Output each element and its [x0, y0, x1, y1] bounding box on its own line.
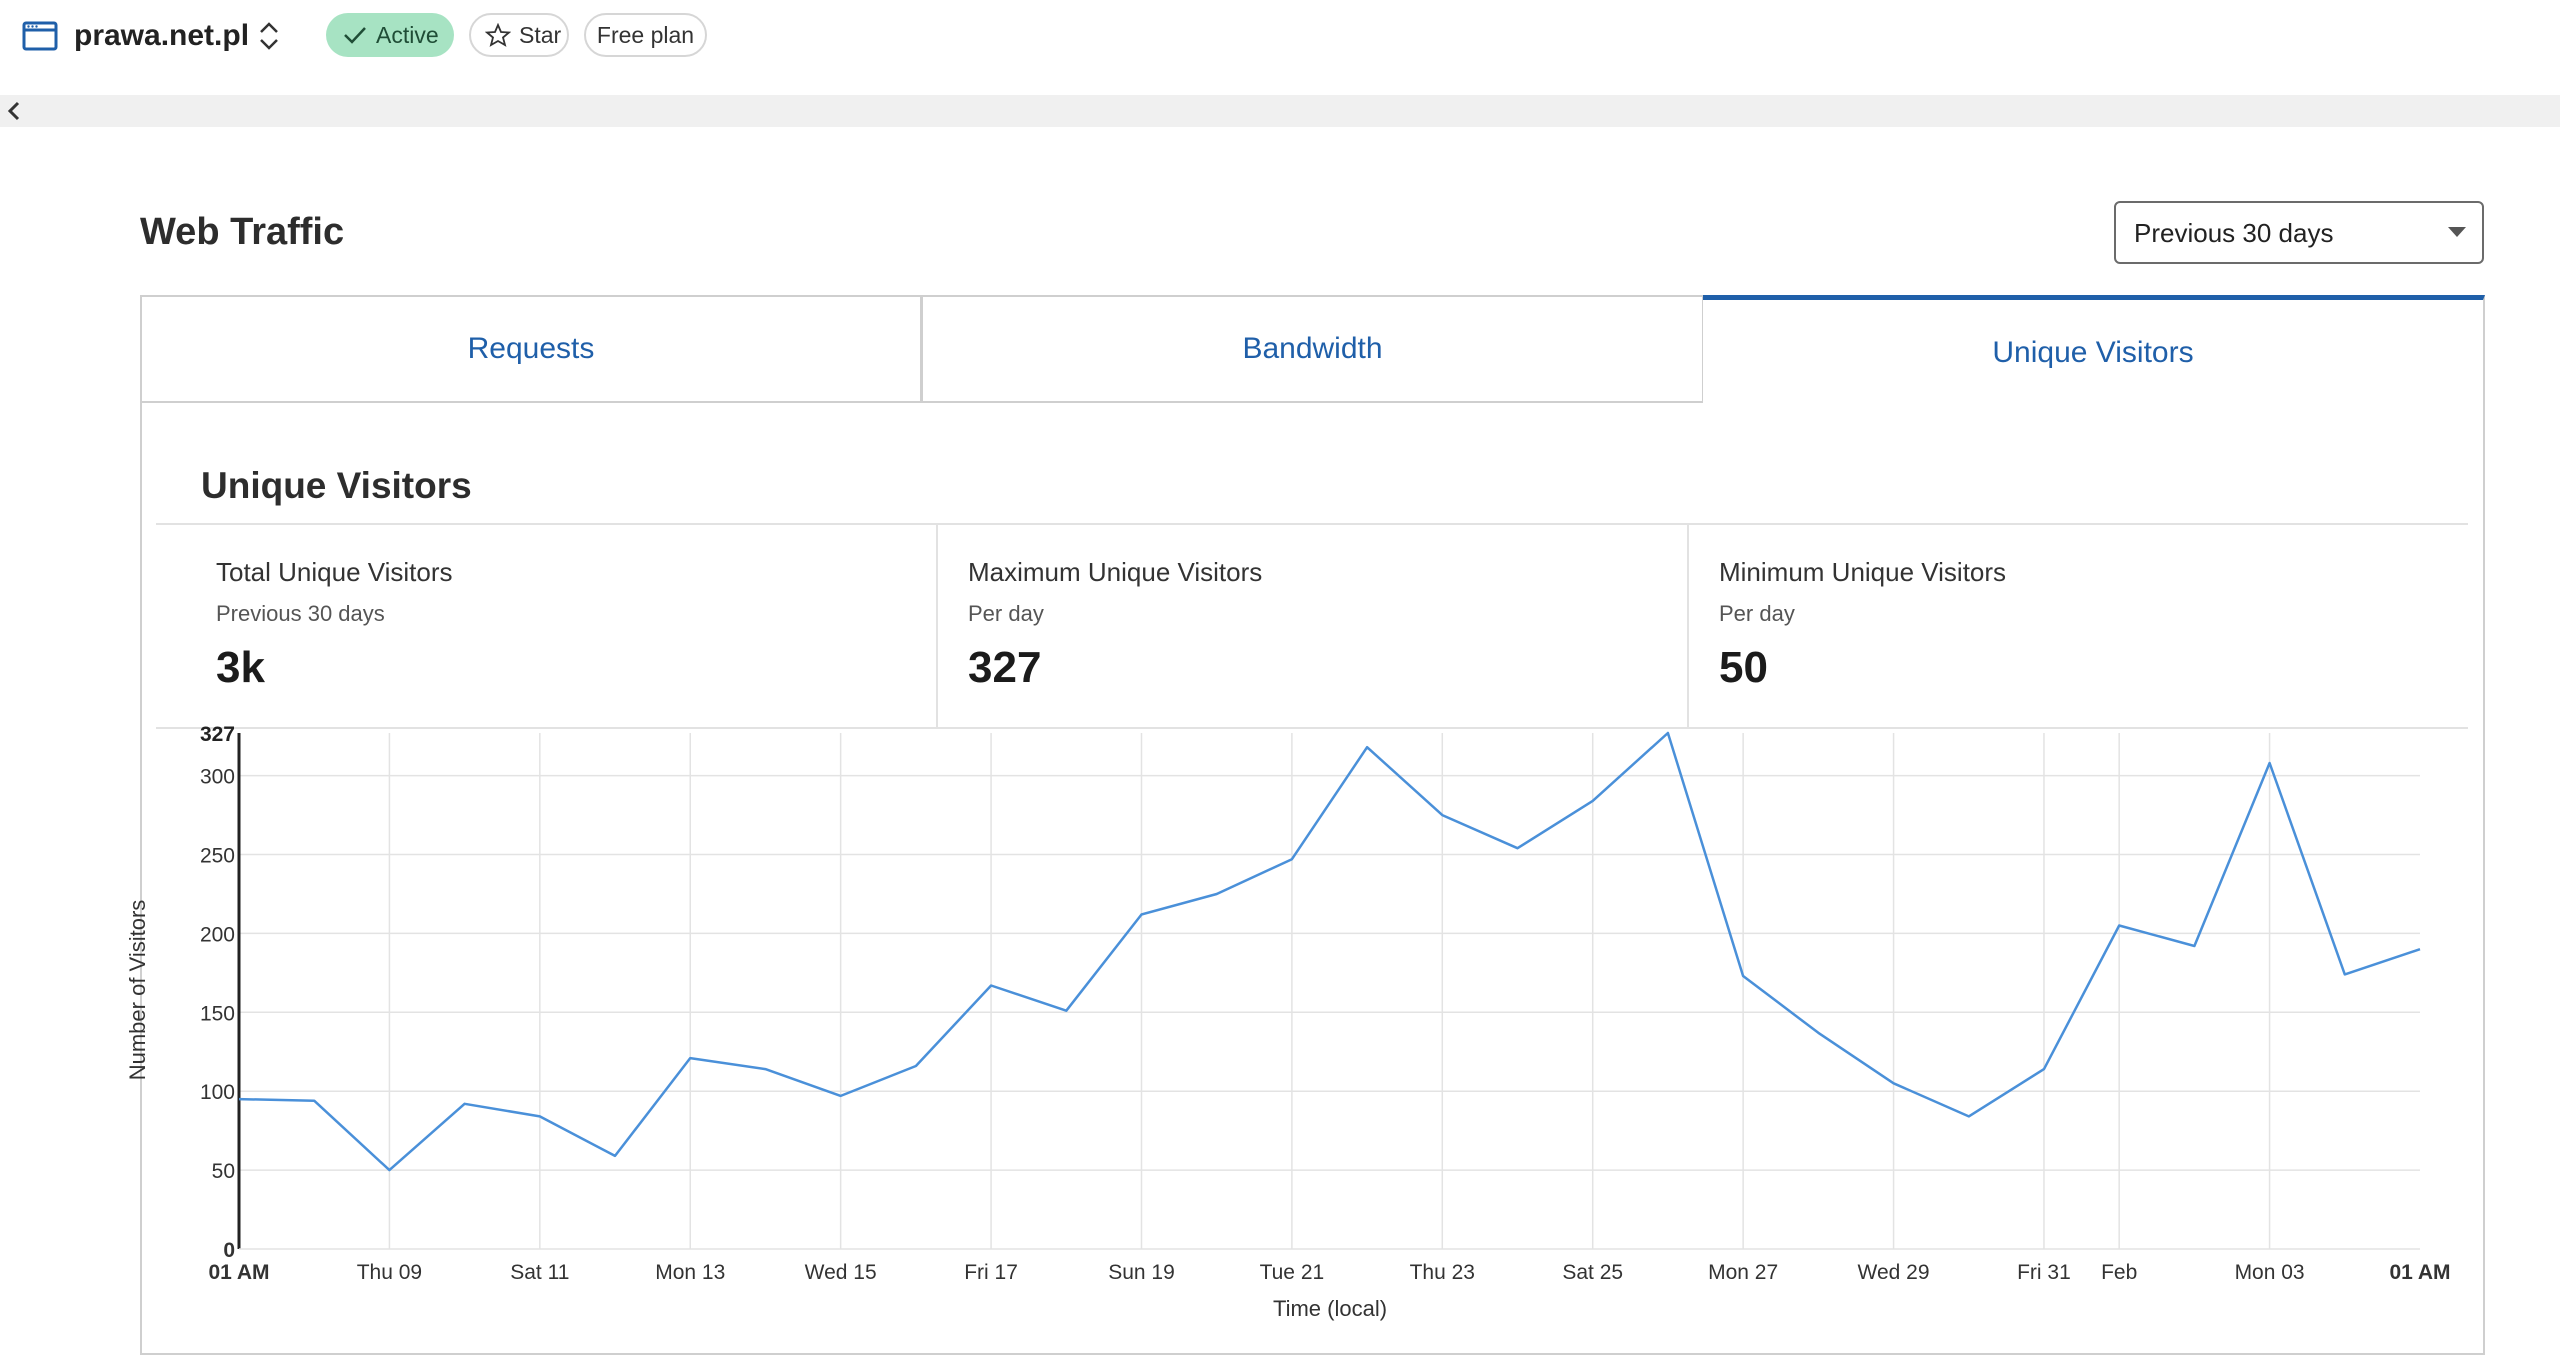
top-bar: prawa.net.pl Active Star Free plan — [0, 0, 2560, 74]
x-tick-label: Sat 25 — [1562, 1261, 1623, 1284]
chevron-up-down-icon[interactable] — [254, 18, 284, 54]
star-outline-icon — [485, 23, 511, 47]
divider — [156, 523, 2468, 525]
x-tick-label: Mon 03 — [2235, 1261, 2305, 1284]
time-range-value: Previous 30 days — [2134, 218, 2334, 248]
series-line — [238, 731, 2421, 1172]
stat-value: 327 — [968, 643, 1042, 692]
page-title: Web Traffic — [140, 211, 345, 253]
caret-down-icon — [2448, 227, 2466, 237]
stat-value: 3k — [216, 643, 265, 692]
divider — [156, 727, 2468, 729]
star-button-label: Star — [519, 22, 562, 48]
y-tick-label: 300 — [200, 766, 235, 789]
collapse-bar — [0, 95, 2560, 127]
status-badge: Active — [326, 13, 454, 57]
stat-label: Maximum Unique Visitors — [968, 557, 1263, 587]
x-tick-label: Thu 09 — [357, 1261, 422, 1284]
tab-requests[interactable]: Requests — [140, 295, 922, 403]
stat-label: Minimum Unique Visitors — [1719, 557, 2007, 587]
x-tick-label: Wed 15 — [805, 1261, 877, 1284]
x-tick-label: Mon 27 — [1708, 1261, 1778, 1284]
y-tick-label: 0 — [223, 1239, 235, 1262]
stat-value: 50 — [1719, 643, 1768, 692]
site-name: prawa.net.pl — [74, 19, 250, 52]
stat-sub: Per day — [968, 601, 1044, 626]
x-tick-label: 01 AM — [2389, 1261, 2450, 1284]
x-tick-label: Mon 13 — [655, 1261, 725, 1284]
x-tick-label: Tue 21 — [1260, 1261, 1325, 1284]
tab-bandwidth[interactable]: Bandwidth — [921, 295, 1704, 403]
x-tick-label: Wed 29 — [1858, 1261, 1930, 1284]
y-axis-title: Number of Visitors — [125, 900, 150, 1081]
y-tick-label: 50 — [212, 1160, 235, 1183]
browser-window-icon — [22, 21, 58, 51]
x-tick-label: 01 AM — [208, 1261, 269, 1284]
y-tick-label: 100 — [200, 1081, 235, 1104]
stat-sub: Per day — [1719, 601, 1795, 626]
stat-label: Total Unique Visitors — [216, 557, 453, 587]
x-axis-title: Time (local) — [1273, 1296, 1387, 1321]
divider — [936, 523, 938, 727]
x-tick-label: Feb — [2101, 1261, 2137, 1284]
y-tick-label: 200 — [200, 923, 235, 946]
chevron-left-icon[interactable] — [2, 97, 26, 125]
check-icon — [344, 27, 366, 44]
y-max-label: 327 — [200, 723, 235, 746]
tab-unique-visitors[interactable]: Unique Visitors — [1703, 295, 2485, 405]
x-tick-label: Fri 31 — [2017, 1261, 2071, 1284]
plan-badge: Free plan — [584, 13, 707, 57]
y-tick-label: 150 — [200, 1002, 235, 1025]
section-title: Unique Visitors — [201, 465, 472, 506]
x-tick-label: Sat 11 — [510, 1261, 569, 1284]
stat-sub: Previous 30 days — [216, 601, 385, 626]
status-badge-label: Active — [376, 22, 439, 48]
x-tick-label: Sun 19 — [1108, 1261, 1175, 1284]
y-tick-label: 250 — [200, 845, 235, 868]
x-tick-label: Thu 23 — [1410, 1261, 1475, 1284]
divider — [1687, 523, 1689, 727]
time-range-select[interactable]: Previous 30 days — [2114, 201, 2484, 264]
x-tick-label: Fri 17 — [964, 1261, 1018, 1284]
star-button[interactable]: Star — [469, 13, 569, 57]
